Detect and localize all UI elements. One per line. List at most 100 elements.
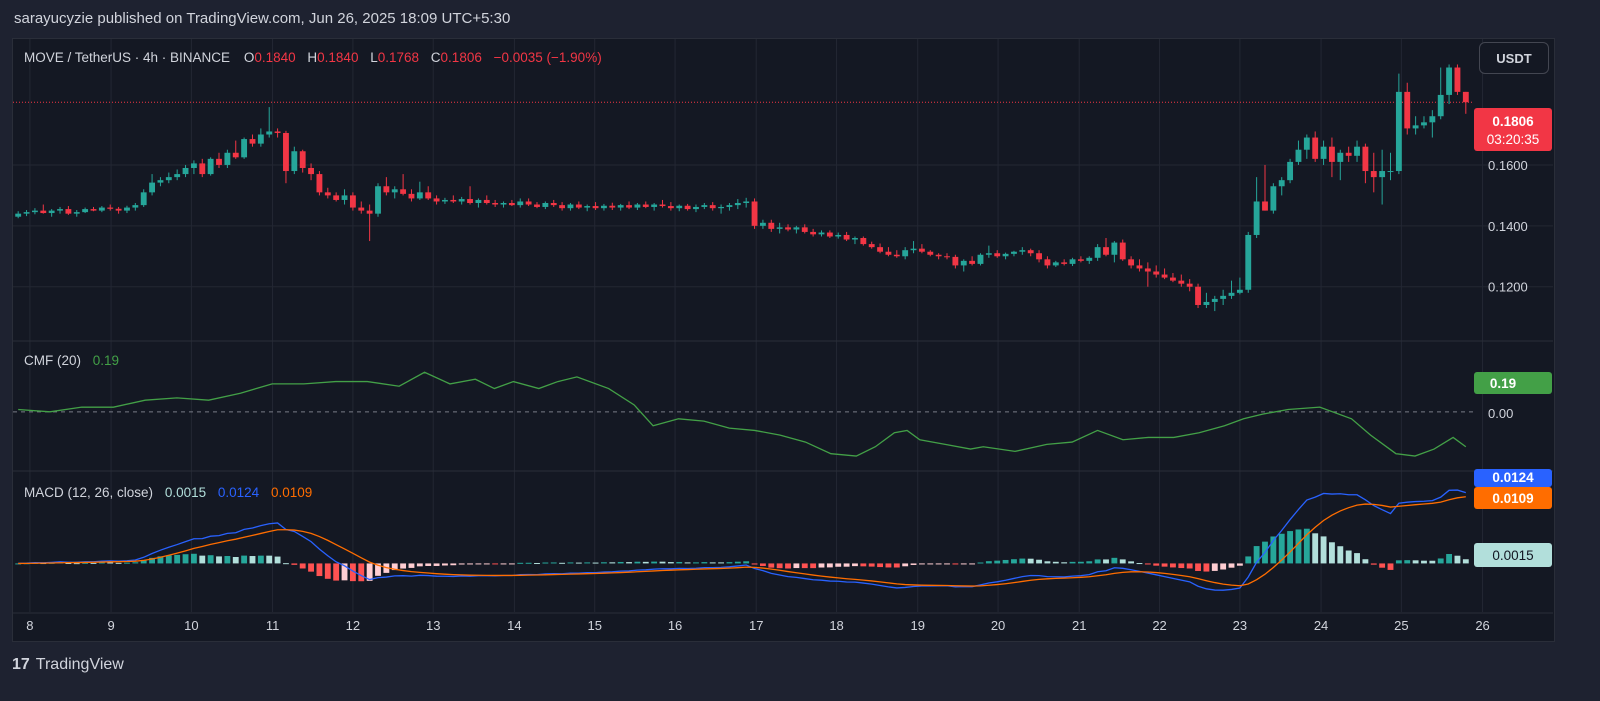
macd-histogram-bar [944, 563, 950, 565]
candle-body [584, 206, 591, 208]
macd-histogram-bar [1379, 563, 1386, 568]
candle-body [1421, 122, 1427, 126]
symbol-legend: MOVE / TetherUS · 4h · BINANCE O0.1840 H… [24, 50, 602, 65]
macd-histogram-bar [65, 563, 72, 565]
currency-button[interactable]: USDT [1479, 42, 1549, 74]
candle-body [818, 232, 825, 235]
macd-histogram-bar [935, 563, 942, 565]
candle-body [952, 256, 959, 266]
cmf-indicator [13, 371, 1474, 457]
macd-histogram-bar [132, 562, 139, 564]
macd-histogram-bar [1011, 559, 1017, 564]
macd-histogram-bar [1404, 560, 1411, 564]
macd-histogram-bar [1446, 554, 1453, 564]
candle-body [23, 212, 30, 214]
macd-histogram-bar [1077, 561, 1084, 564]
macd-histogram-bar [341, 563, 348, 581]
candle-body [366, 210, 373, 214]
macd-histogram-bar [308, 563, 314, 572]
open-label: O [244, 50, 255, 65]
countdown-text: 03:20:35 [1487, 132, 1540, 147]
macd-histogram-bar [893, 563, 900, 568]
candle-body [1094, 247, 1101, 258]
macd-histogram-bar [508, 563, 515, 565]
macd-histogram-bar [1245, 556, 1252, 564]
macd-histogram-bar [82, 562, 89, 564]
low-label: L [370, 50, 378, 65]
candle-body [1019, 250, 1026, 252]
candle-body [1228, 292, 1235, 296]
candle-body [885, 251, 892, 255]
candle-body [1387, 171, 1394, 173]
candle-body [1161, 274, 1168, 278]
candle-body [734, 203, 741, 206]
high-label: H [307, 50, 317, 65]
candle-body [592, 206, 599, 209]
macd-histogram-bar [776, 563, 783, 569]
macd-histogram-bar [684, 562, 691, 564]
macd-histogram-bar [659, 561, 666, 564]
candle-body [1412, 125, 1419, 129]
candle-body [1337, 152, 1344, 162]
candle-body [207, 158, 214, 175]
candle-body [785, 227, 791, 230]
macd-histogram-bar [567, 562, 574, 564]
candle-body [483, 199, 490, 203]
macd-histogram-bar [1203, 563, 1210, 572]
macd-name: MACD (12, 26, close) [24, 485, 153, 500]
macd-histogram-bar [542, 562, 549, 564]
macd-histogram-bar [1278, 533, 1285, 564]
candle-body [182, 167, 189, 175]
candle-body [508, 203, 515, 206]
candle-body [65, 209, 72, 214]
low-value: 0.1768 [378, 50, 419, 65]
macd-histogram-bar [1069, 561, 1076, 564]
macd-histogram-bar [1061, 562, 1068, 564]
candle-body [1052, 262, 1059, 266]
candle-body [1362, 146, 1369, 172]
candle-body [1320, 146, 1327, 159]
symbol-name: MOVE / TetherUS · 4h · BINANCE [24, 50, 230, 65]
candle-body [893, 254, 900, 257]
signal-line [18, 496, 1466, 587]
candle-body [124, 207, 130, 211]
candle-body [383, 186, 390, 193]
macd-histogram-bar [1161, 563, 1168, 567]
candle-body [877, 247, 883, 252]
candle-body [1278, 180, 1285, 187]
macd-histogram-bar [283, 563, 289, 565]
candle-body [1036, 253, 1042, 260]
time-tick-label: 25 [1394, 618, 1408, 633]
macd-histogram-bar [634, 561, 641, 564]
candle-body [400, 189, 407, 194]
candle-body [601, 205, 607, 209]
macd-histogram-bar [1153, 563, 1160, 566]
candle-body [709, 205, 716, 209]
candle-body [617, 205, 624, 208]
close-value: 0.1806 [441, 50, 482, 65]
tradingview-logo-icon: 17 [12, 656, 30, 673]
candle-body [391, 189, 398, 193]
candle-body [826, 232, 833, 237]
candle-body [1186, 283, 1193, 287]
macd-histogram-bar [416, 563, 423, 567]
macd-legend: MACD (12, 26, close) 0.0015 0.0124 0.010… [24, 485, 312, 500]
macd-histogram-bar [1136, 563, 1143, 565]
macd-histogram-bar [157, 556, 164, 564]
candle-body [98, 207, 105, 211]
macd-histogram-bar [1128, 561, 1135, 564]
macd-histogram-bar [408, 563, 415, 568]
cmf-legend-value: 0.19 [93, 353, 119, 368]
candle-body [1178, 280, 1185, 284]
candle-body [1136, 265, 1143, 269]
macd-histogram-bar [483, 563, 490, 565]
macd-histogram-bar [207, 555, 214, 564]
candle-body [1002, 253, 1009, 257]
macd-histogram-bar [1086, 561, 1093, 564]
candle-body [1211, 298, 1218, 302]
cmf-zero-label: 0.00 [1488, 406, 1513, 421]
macd-histogram-bar [759, 563, 766, 567]
macd-histogram-bar [952, 563, 959, 565]
candle-body [224, 152, 231, 165]
